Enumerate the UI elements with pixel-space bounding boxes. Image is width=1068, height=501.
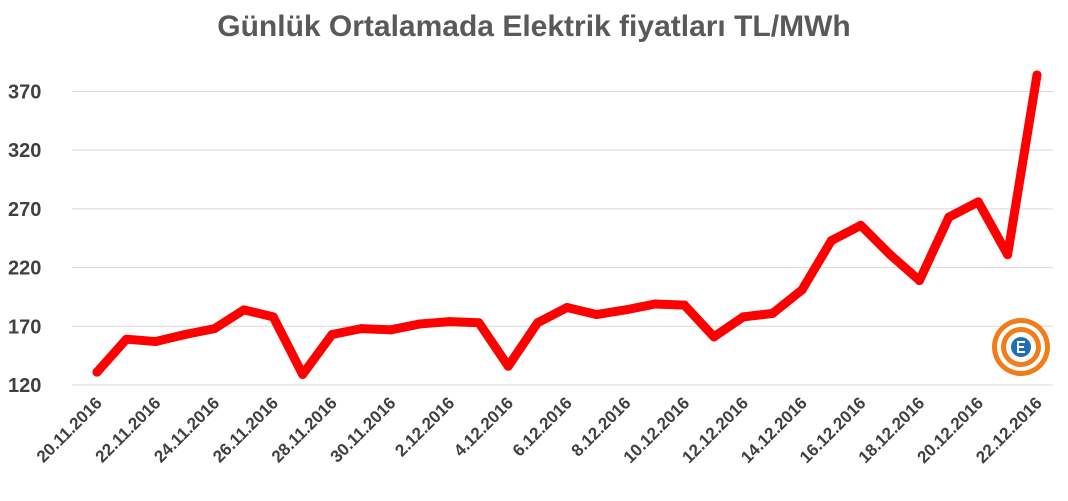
y-tick-label: 370 (8, 81, 41, 103)
data-point (768, 308, 778, 318)
data-point (415, 319, 425, 329)
data-point (797, 285, 807, 295)
x-axis-ticks: 20.11.201622.11.201624.11.201626.11.2016… (33, 393, 1046, 467)
y-tick-label: 320 (8, 140, 41, 162)
data-point (151, 337, 161, 347)
data-point (709, 332, 719, 342)
x-tick-label: 6.12.2016 (509, 393, 576, 460)
data-point (121, 334, 131, 344)
y-axis-ticks: 120 170 220 270 320 370 (8, 81, 41, 397)
data-point (239, 305, 249, 315)
data-point (386, 325, 396, 335)
x-tick-label: 4.12.2016 (450, 393, 517, 460)
data-point (533, 318, 543, 328)
chart-title: Günlük Ortalamada Elektrik fiyatları TL/… (217, 10, 851, 43)
data-point (885, 250, 895, 260)
data-point (503, 361, 513, 371)
data-point (856, 220, 866, 230)
data-point (562, 303, 572, 313)
x-tick-label: 2.12.2016 (391, 393, 458, 460)
data-point (445, 317, 454, 327)
data-point (944, 212, 954, 222)
data-point (680, 300, 689, 310)
data-point (1032, 70, 1042, 80)
data-point (356, 324, 366, 334)
data-point (210, 324, 219, 334)
data-point (650, 299, 660, 309)
data-point (298, 369, 308, 379)
gridlines (72, 90, 1053, 386)
data-point (621, 305, 631, 315)
data-point (180, 330, 190, 340)
data-point (268, 312, 278, 322)
data-point (826, 236, 836, 246)
data-point (327, 330, 337, 340)
data-point (474, 318, 484, 328)
data-point (915, 276, 924, 286)
data-point (1003, 250, 1013, 260)
y-tick-label: 270 (8, 199, 41, 221)
orange-emblem-icon (992, 318, 1050, 376)
data-point (973, 197, 983, 207)
data-point (92, 367, 102, 377)
data-point (738, 312, 748, 322)
series-layer (92, 70, 1042, 379)
y-tick-label: 220 (8, 258, 41, 280)
data-point (591, 310, 601, 320)
y-tick-label: 170 (8, 316, 41, 338)
y-tick-label: 120 (8, 375, 41, 397)
series-line (92, 70, 1042, 379)
